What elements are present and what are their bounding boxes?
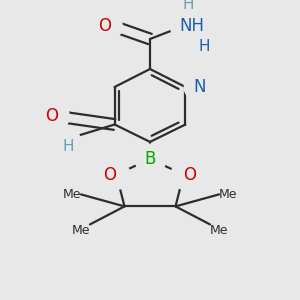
Text: O: O	[184, 166, 196, 184]
Text: Me: Me	[219, 188, 238, 201]
Text: H: H	[199, 39, 210, 54]
Text: Me: Me	[62, 188, 81, 201]
Text: Me: Me	[210, 224, 229, 237]
Text: H: H	[63, 139, 74, 154]
Text: NH: NH	[179, 17, 204, 35]
Text: H: H	[182, 0, 194, 12]
Text: Me: Me	[71, 224, 90, 237]
Text: B: B	[144, 150, 156, 168]
Text: O: O	[98, 17, 111, 35]
Text: O: O	[103, 166, 116, 184]
Text: O: O	[45, 107, 58, 125]
Text: N: N	[193, 78, 206, 96]
